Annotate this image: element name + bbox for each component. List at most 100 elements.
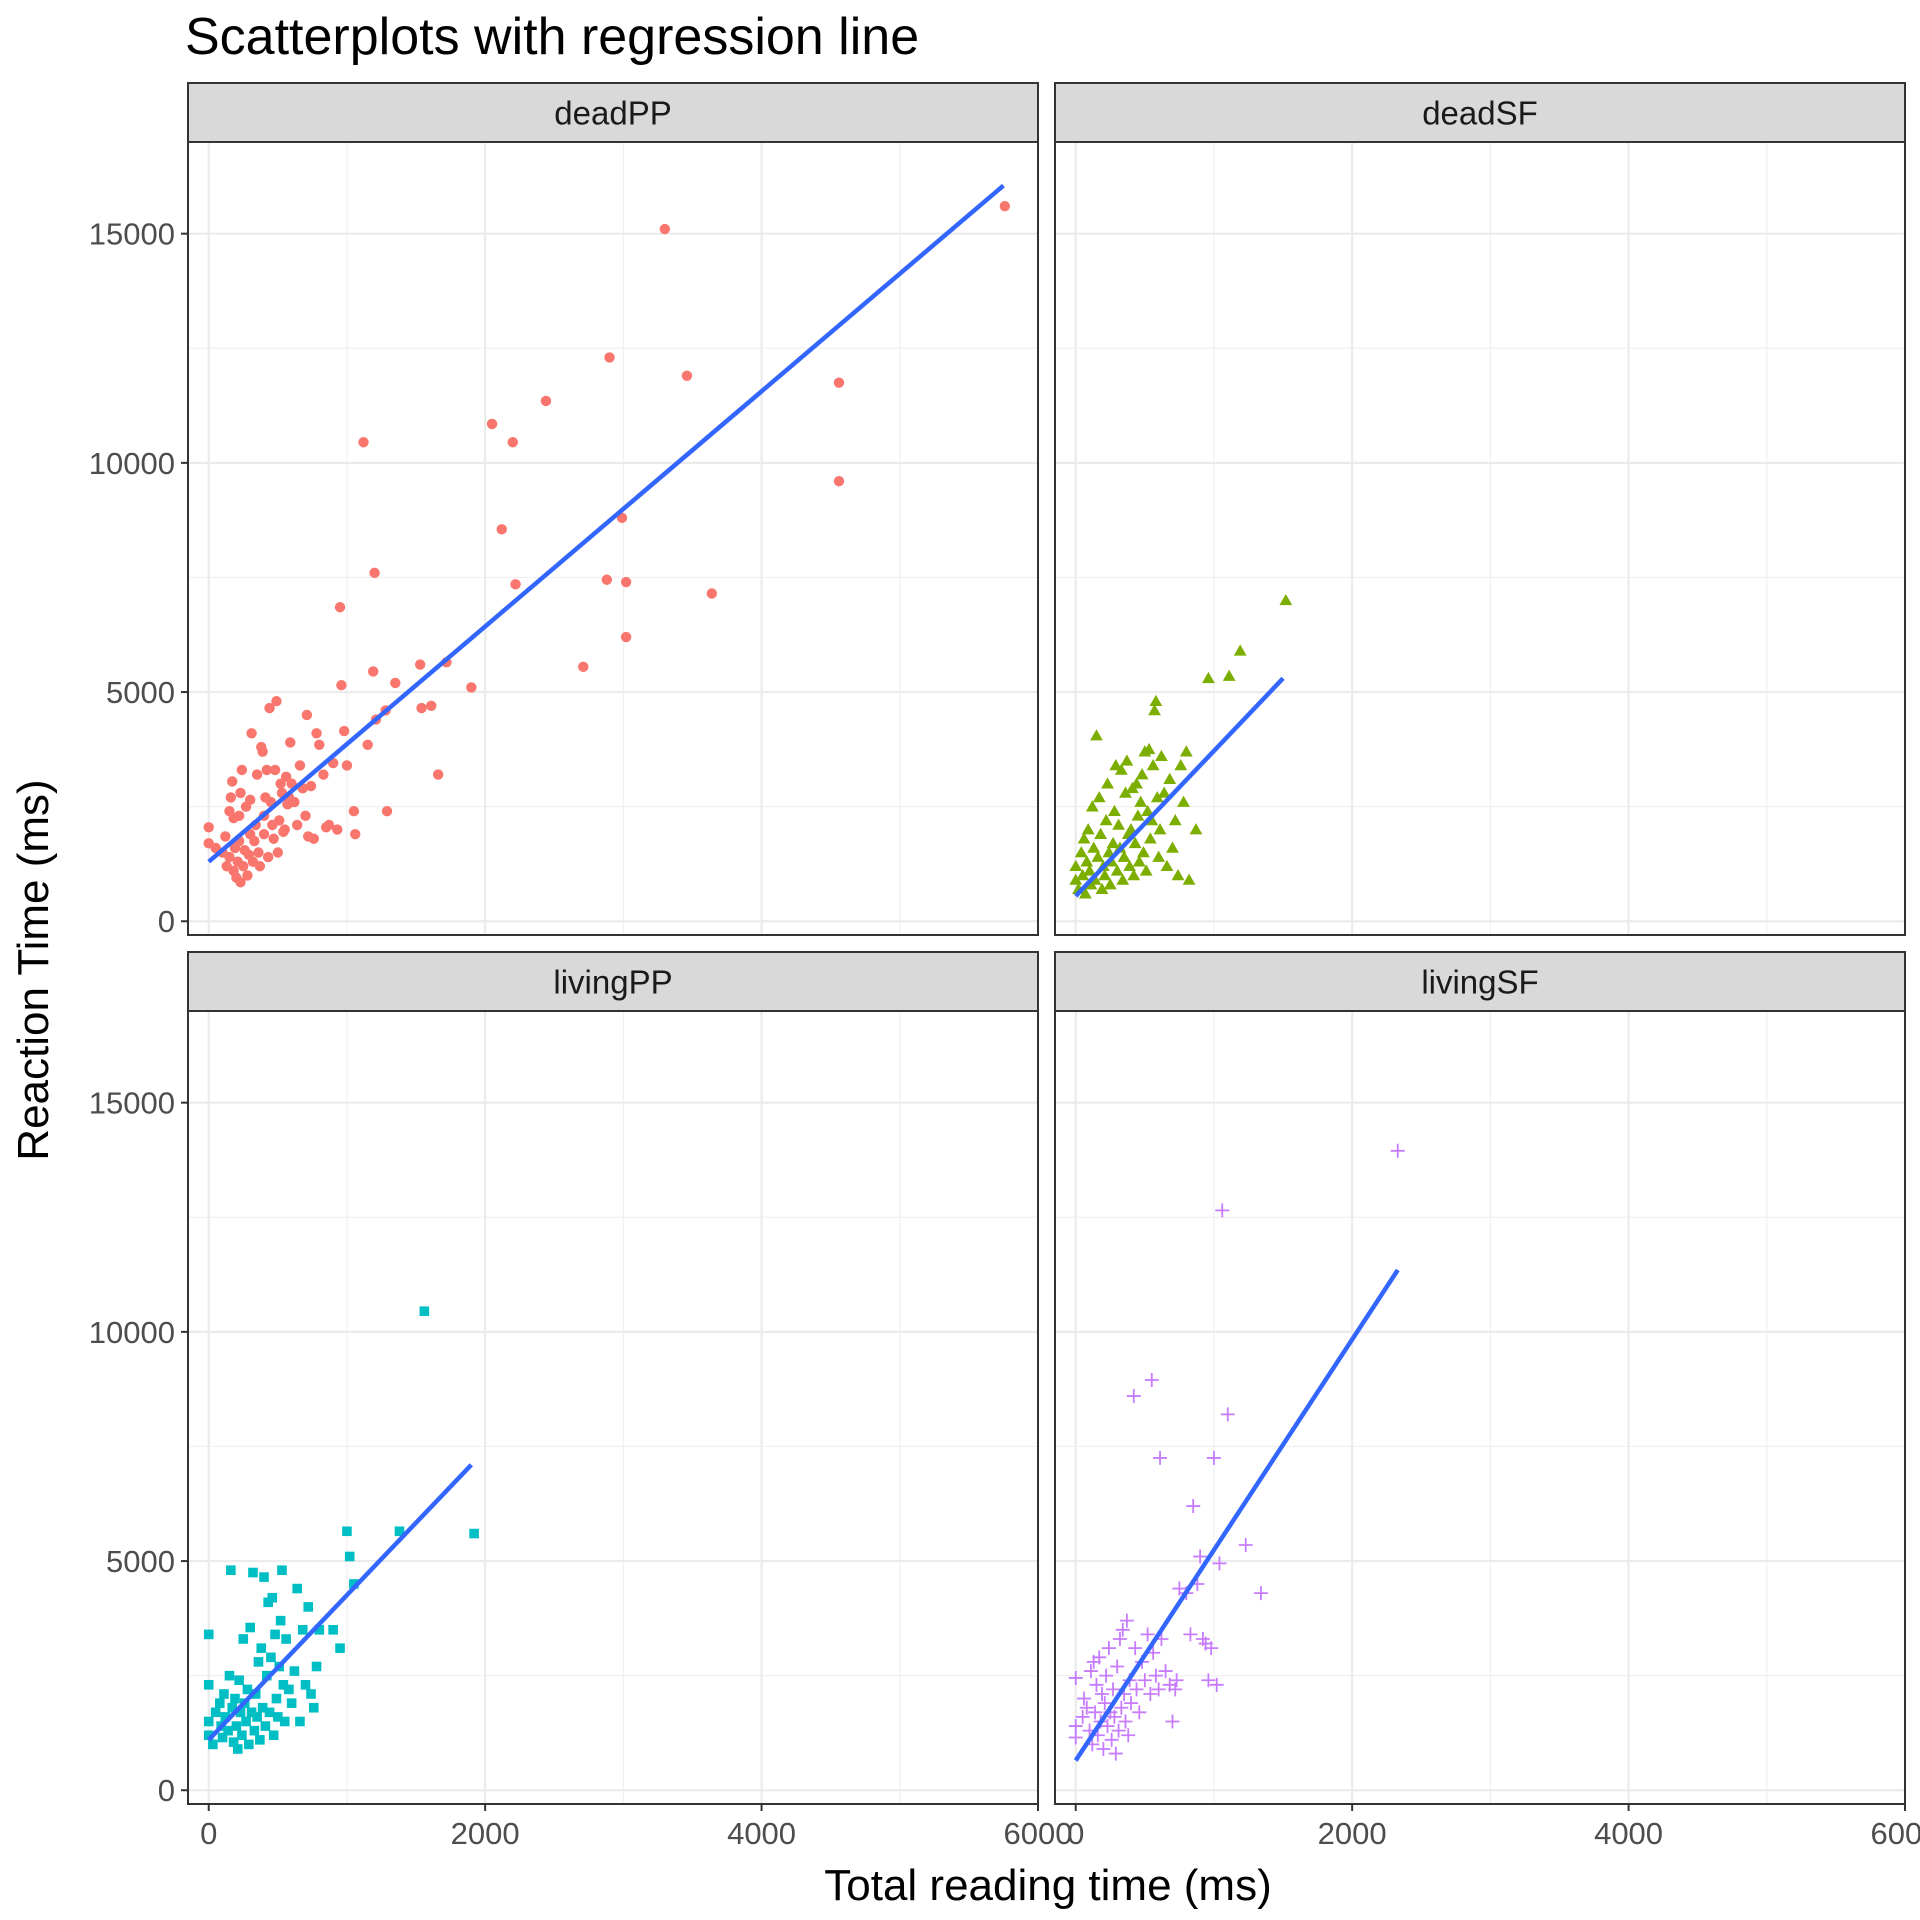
data-point (1163, 772, 1177, 784)
data-point (256, 1643, 267, 1653)
data-point (266, 1652, 276, 1663)
facet-strip (187, 951, 1039, 1012)
data-point (248, 1567, 258, 1578)
data-point (1087, 841, 1101, 853)
data-point (342, 1526, 352, 1537)
data-point (335, 1643, 345, 1653)
data-point (620, 576, 632, 588)
data-point (1102, 846, 1116, 858)
data-point (250, 1689, 261, 1699)
data-point (341, 760, 353, 771)
data-point (833, 476, 845, 487)
data-point (277, 1565, 287, 1576)
data-point (1143, 1686, 1158, 1701)
data-point (1094, 1686, 1109, 1701)
data-point (286, 1698, 297, 1708)
data-point (214, 1698, 225, 1708)
data-point (1189, 823, 1203, 835)
x-tick-label: 2000 (1318, 1816, 1387, 1851)
data-point (1106, 1682, 1121, 1697)
data-point (300, 810, 311, 822)
data-point (1119, 1613, 1134, 1628)
data-point (244, 1739, 254, 1750)
data-point (362, 739, 373, 750)
data-point (1069, 859, 1083, 872)
data-point (225, 792, 237, 803)
data-point (1128, 1641, 1143, 1656)
data-point (1142, 742, 1156, 755)
data-point (223, 1725, 233, 1736)
data-point (261, 1670, 272, 1681)
data-point (252, 1712, 262, 1722)
data-point (253, 1657, 264, 1667)
data-point (249, 835, 260, 847)
data-point (1068, 1730, 1083, 1745)
data-point (1146, 758, 1160, 771)
y-tick-label: 10000 (89, 1315, 175, 1350)
data-point (1132, 855, 1146, 867)
data-point (1111, 1723, 1126, 1738)
data-point (244, 794, 256, 805)
facet-strip-label: deadPP (554, 95, 671, 132)
data-point (338, 725, 350, 737)
data-point (255, 1735, 265, 1745)
data-point (1209, 1677, 1224, 1692)
data-point (1110, 864, 1124, 876)
data-point (1088, 1705, 1103, 1720)
data-point (1076, 869, 1090, 881)
data-point (348, 806, 360, 817)
data-point (1107, 1709, 1122, 1724)
data-point (238, 1634, 249, 1644)
data-point (245, 1622, 255, 1633)
data-point (350, 828, 361, 840)
data-point (999, 200, 1011, 212)
data-point (1095, 882, 1109, 894)
data-point (264, 1707, 275, 1718)
data-point (1092, 791, 1106, 803)
data-point (1110, 1659, 1125, 1674)
regression-line (207, 1463, 473, 1742)
data-point (1137, 846, 1150, 858)
x-tick-label: 4000 (727, 1816, 796, 1851)
facet-panels: deadPP 0 5000 10000 15000 deadSF livingPP 0 5000… (89, 82, 1920, 1851)
data-point (268, 833, 279, 844)
data-point (1075, 1709, 1090, 1724)
data-point (706, 588, 718, 599)
data-point (1101, 1641, 1116, 1656)
data-point (1114, 1700, 1129, 1715)
data-point (279, 824, 290, 835)
data-point (510, 579, 521, 590)
data-point (1112, 818, 1125, 830)
data-point (1119, 786, 1132, 798)
data-point (1116, 873, 1130, 885)
data-point (246, 1707, 257, 1718)
x-tick-label: 6000 (1004, 1816, 1073, 1851)
data-point (334, 602, 346, 613)
regression-line (207, 183, 1005, 864)
data-point (1098, 869, 1112, 881)
x-tick-label: 2000 (451, 1816, 520, 1851)
data-point (262, 851, 274, 863)
data-point (1206, 1450, 1221, 1465)
data-point (1109, 758, 1123, 771)
data-point (1141, 804, 1155, 817)
data-point (328, 1625, 338, 1635)
data-point (1139, 864, 1153, 876)
data-point (1079, 887, 1092, 899)
x-tick-label: 6000 (1871, 1816, 1920, 1851)
data-point (1134, 795, 1148, 807)
data-point (1238, 1538, 1253, 1553)
y-axis-title: Reaction Time (ms) (9, 779, 58, 1160)
data-point (1090, 729, 1103, 741)
data-point (203, 1716, 214, 1727)
points-livingPP (203, 1306, 479, 1754)
data-point (1135, 768, 1149, 780)
data-point (1177, 795, 1190, 807)
data-point (227, 776, 238, 787)
data-point (273, 1712, 283, 1722)
data-point (1183, 1627, 1198, 1642)
data-point (278, 1680, 289, 1690)
data-point (1083, 1664, 1098, 1679)
data-point (217, 1732, 228, 1743)
data-point (1212, 1556, 1227, 1571)
